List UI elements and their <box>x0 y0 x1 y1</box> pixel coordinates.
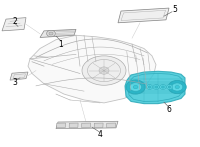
Circle shape <box>172 83 183 91</box>
Circle shape <box>168 80 186 94</box>
Circle shape <box>175 85 179 89</box>
Text: 3: 3 <box>13 78 17 87</box>
Circle shape <box>155 86 158 88</box>
Circle shape <box>160 85 166 89</box>
Text: 4: 4 <box>98 130 102 139</box>
Polygon shape <box>82 123 91 128</box>
Polygon shape <box>28 35 156 103</box>
Polygon shape <box>125 71 185 104</box>
Circle shape <box>49 32 53 35</box>
Polygon shape <box>69 123 78 128</box>
Circle shape <box>130 83 142 91</box>
Circle shape <box>146 85 153 89</box>
Circle shape <box>168 86 171 88</box>
Polygon shape <box>56 121 118 129</box>
Polygon shape <box>57 123 66 128</box>
Polygon shape <box>2 18 26 31</box>
Circle shape <box>99 67 109 74</box>
Polygon shape <box>10 72 28 80</box>
Circle shape <box>166 85 173 89</box>
Text: 1: 1 <box>59 40 63 49</box>
Circle shape <box>133 85 138 89</box>
Circle shape <box>47 30 55 37</box>
Text: 6: 6 <box>167 105 171 114</box>
Circle shape <box>161 86 165 88</box>
Ellipse shape <box>82 56 126 85</box>
Text: 2: 2 <box>13 17 17 26</box>
Polygon shape <box>94 123 103 128</box>
Text: 5: 5 <box>173 5 177 14</box>
Polygon shape <box>118 8 169 23</box>
Polygon shape <box>107 123 116 128</box>
Circle shape <box>126 80 145 94</box>
Polygon shape <box>40 29 76 37</box>
Circle shape <box>153 85 159 89</box>
Circle shape <box>148 86 151 88</box>
